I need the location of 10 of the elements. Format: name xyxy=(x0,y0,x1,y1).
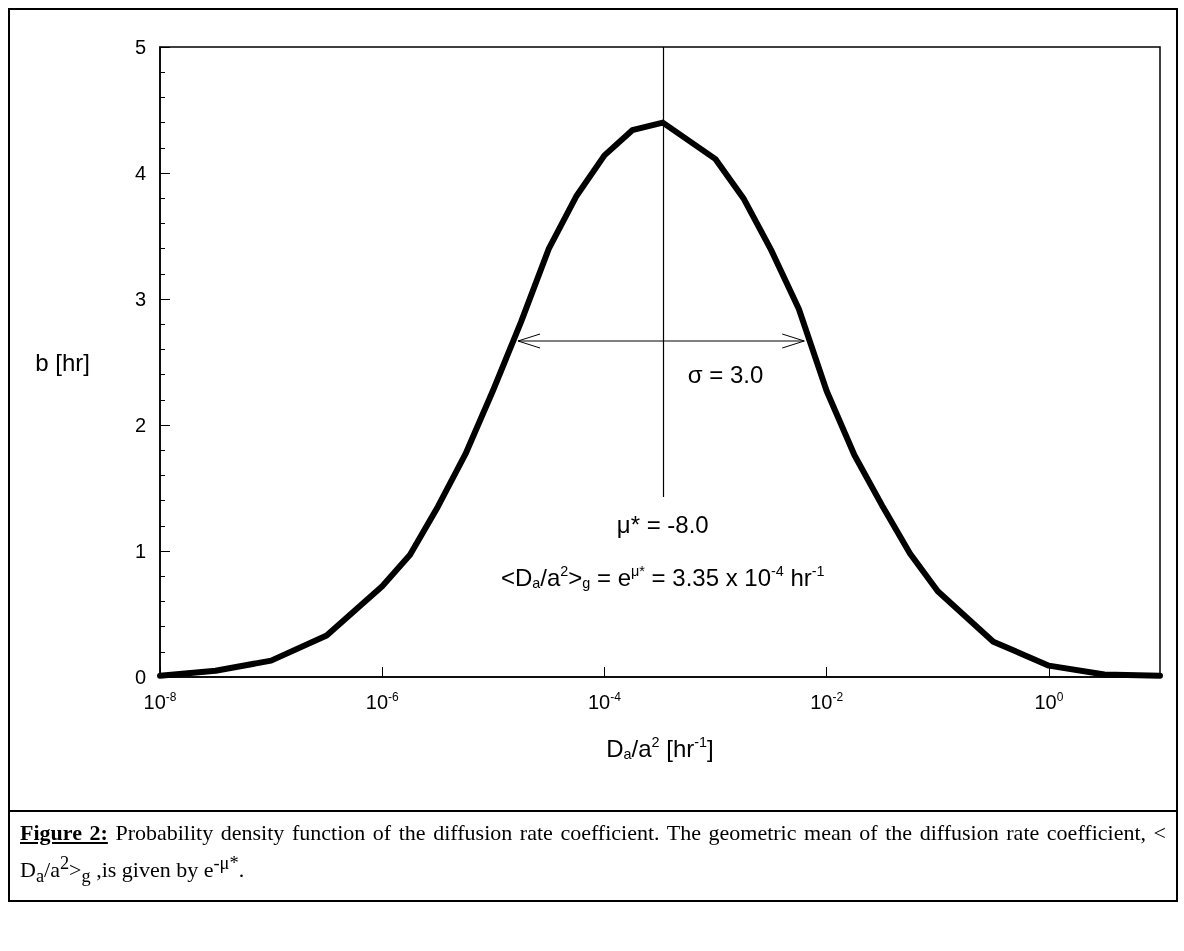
y-tick-label: 0 xyxy=(134,666,146,688)
y-tick-label: 4 xyxy=(134,162,146,184)
y-tick-label: 3 xyxy=(134,288,146,310)
annotation: μ* = -8.0 xyxy=(616,510,709,538)
y-tick-label: 1 xyxy=(134,540,146,562)
y-axis-title: b [hr] xyxy=(35,348,90,376)
y-tick-label: 5 xyxy=(134,36,146,58)
text: Figure 2: Probability density function of the diffusion rate coefficient. The geometric mean of the diffusion rate coefficient, < D$_{a}$/a$^{2}$>$_{g}$ ,is given by e$^{-μ*}$. xyxy=(20,820,1166,887)
annotation: σ = 3.0 xyxy=(687,361,764,389)
y-tick-label: 2 xyxy=(134,414,146,436)
